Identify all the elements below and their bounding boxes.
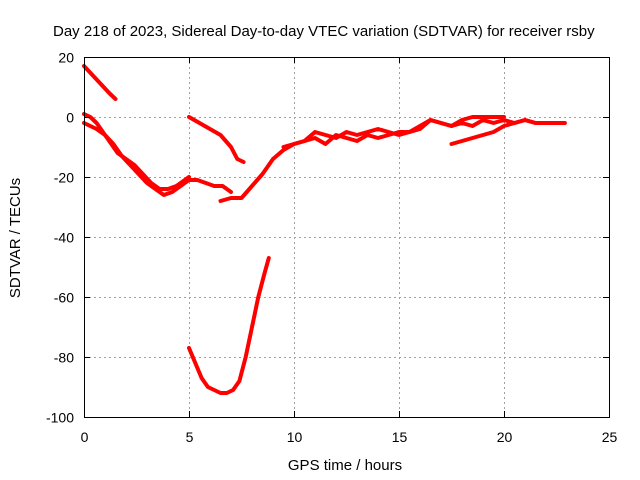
y-tick-label: 0 [66,110,74,126]
x-tick-label: 20 [497,429,513,445]
grid [84,57,609,417]
series-arc-7 [449,118,538,146]
y-tick-label: -40 [54,230,74,246]
series-arc-6 [281,115,506,149]
x-tick-label: 10 [287,429,303,445]
series-arc-3 [82,112,191,191]
y-tick-label: -80 [54,350,74,366]
series-arc-8 [187,256,271,395]
x-tick-label: 15 [392,429,408,445]
y-tick-label: -20 [54,170,74,186]
series-arc-4 [187,115,246,164]
x-axis-label: GPS time / hours [288,457,402,474]
y-axis-label: SDTVAR / TECUs [7,178,24,298]
x-tick-label: 25 [602,429,618,445]
series-arc-1 [82,64,118,101]
y-tick-label: 20 [58,50,74,66]
x-tick-label: 0 [81,429,89,445]
axis-ticks: 0 5 10 15 20 25 20 0 -20 -40 -60 -80 -100 [46,50,618,446]
y-tick-label: -100 [46,410,74,426]
x-tick-label: 5 [186,429,194,445]
y-tick-label: -60 [54,290,74,306]
chart-title: Day 218 of 2023, Sidereal Day-to-day VTE… [53,23,595,40]
series-group [82,64,567,395]
